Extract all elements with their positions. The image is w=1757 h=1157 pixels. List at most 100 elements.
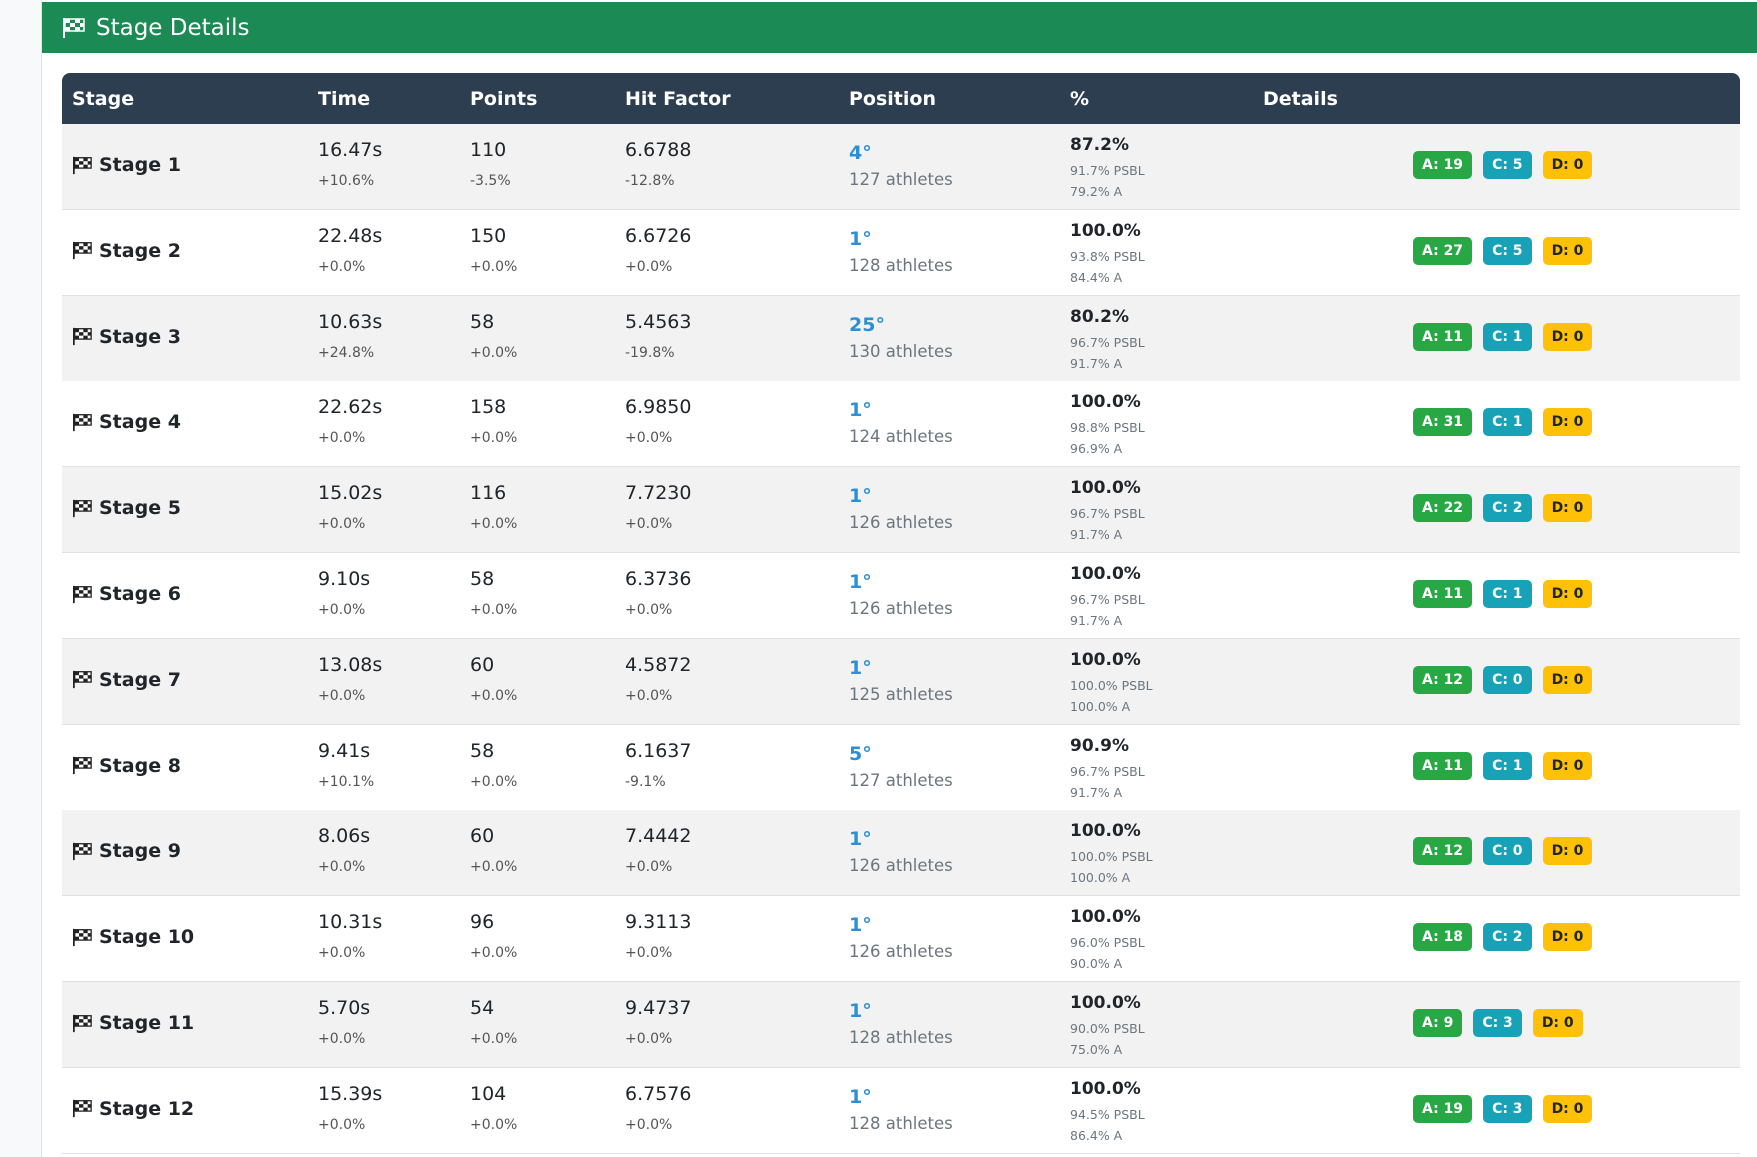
- position: 1°: [849, 828, 872, 851]
- position: 1°: [849, 571, 872, 593]
- d-hits-badge: D: 0: [1542, 923, 1593, 952]
- hit-factor-diff: +0.0%: [625, 687, 673, 704]
- percentage: 100.0%: [1070, 907, 1141, 928]
- hit-factor-value: 6.6726: [625, 224, 692, 247]
- points-diff: +0.0%: [470, 687, 518, 704]
- a-hits-badge: A: 19: [1413, 151, 1473, 179]
- stage-cell: Stage 1: [72, 154, 181, 176]
- table-row: Stage 2 22.48s +0.0% 150 +0.0% 6.6726 +0.0% 1° 1…: [62, 209, 1740, 296]
- flag-icon: [73, 413, 92, 432]
- points-value: 110: [470, 139, 507, 161]
- hit-factor-diff: +0.0%: [625, 945, 673, 962]
- stage-name: Stage 7: [99, 668, 181, 691]
- stage-name: Stage 12: [99, 1097, 195, 1120]
- table-row: Stage 4 22.62s +0.0% 158 +0.0% 6.9850 +0.0% 1° 1…: [62, 381, 1740, 468]
- time-value: 9.41s: [318, 739, 371, 762]
- column-header: Stage: [72, 88, 135, 110]
- position: 5°: [849, 742, 872, 765]
- percentage: 90.9%: [1070, 735, 1129, 756]
- flag-icon: [73, 1100, 92, 1118]
- flag-icon: [73, 499, 92, 517]
- athlete-count: 128 athletes: [849, 1113, 953, 1133]
- position: 1°: [849, 1085, 872, 1108]
- time-value: 9.10s: [318, 568, 371, 590]
- psbl-percentage: 96.7% PSBL: [1070, 506, 1145, 522]
- athlete-count: 127 athletes: [849, 770, 953, 790]
- stage-cell: Stage 6: [72, 583, 181, 605]
- hit-factor-value: 6.1637: [625, 739, 692, 762]
- a-percentage: 91.7% A: [1070, 527, 1123, 543]
- hit-factor-value: 9.3113: [625, 911, 692, 934]
- psbl-percentage: 96.7% PSBL: [1070, 334, 1145, 350]
- position: 1°: [849, 485, 872, 508]
- time-diff: +0.0%: [318, 859, 366, 876]
- points-value: 58: [470, 568, 495, 590]
- stage-name: Stage 4: [99, 411, 181, 434]
- hit-badges: A: 18 C: 2 D: 0: [1413, 923, 1603, 952]
- flag-icon: [73, 585, 92, 603]
- time-diff: +0.0%: [318, 602, 366, 618]
- time-diff: +0.0%: [318, 516, 366, 533]
- points-diff: +0.0%: [470, 859, 518, 876]
- hit-factor-diff: -9.1%: [625, 773, 666, 790]
- hit-factor-diff: +0.0%: [625, 430, 673, 447]
- stage-name: Stage 3: [99, 325, 181, 348]
- stage-table: Stage Time Points Hit Factor Position% Detail…: [62, 73, 1740, 1157]
- table-row: Stage 3 10.63s +24.8% 58 +0.0% 5.4563 -19.8% 25…: [62, 295, 1740, 382]
- time-value: 10.31s: [318, 911, 383, 934]
- d-hits-badge: D: 0: [1542, 494, 1593, 523]
- points-value: 150: [470, 224, 507, 247]
- psbl-percentage: 100.0% PSBL: [1070, 677, 1153, 693]
- hit-factor-value: 6.3736: [625, 568, 692, 590]
- time-diff: +0.0%: [318, 1116, 366, 1133]
- percentage: 100.0%: [1070, 478, 1141, 499]
- hit-factor-diff: +0.0%: [625, 859, 673, 876]
- a-hits-badge: A: 12: [1413, 837, 1473, 866]
- time-value: 22.48s: [318, 224, 383, 247]
- hit-factor-value: 5.4563: [625, 310, 692, 333]
- a-percentage: 75.0% A: [1070, 1042, 1123, 1057]
- stage-cell: Stage 4: [72, 411, 181, 433]
- time-diff: +24.8%: [318, 344, 375, 361]
- d-hits-badge: D: 0: [1542, 580, 1593, 608]
- points-diff: +0.0%: [470, 258, 518, 275]
- flag-icon: [73, 842, 92, 861]
- stage-cell: Stage 10: [72, 926, 194, 948]
- flag-icon: [63, 17, 85, 38]
- points-value: 104: [470, 1082, 507, 1105]
- a-percentage: 100.0% A: [1070, 870, 1131, 886]
- time-value: 15.39s: [318, 1082, 383, 1105]
- table-row: Stage 8 9.41s +10.1% 58 +0.0% 6.1637 -9.1% 5° 12…: [62, 724, 1740, 811]
- athlete-count: 128 athletes: [849, 255, 953, 275]
- d-hits-badge: D: 0: [1542, 837, 1593, 866]
- time-diff: +0.0%: [318, 430, 366, 447]
- stage-cell: Stage 3: [72, 326, 181, 348]
- a-hits-badge: A: 18: [1413, 923, 1473, 952]
- athlete-count: 124 athletes: [849, 427, 953, 447]
- stage-name: Stage 2: [99, 239, 181, 262]
- stage-name: Stage 9: [99, 840, 181, 863]
- c-hits-badge: C: 3: [1473, 1009, 1522, 1037]
- a-hits-badge: A: 27: [1413, 236, 1473, 265]
- points-diff: +0.0%: [470, 344, 518, 361]
- hit-badges: A: 31 C: 1 D: 0: [1413, 408, 1603, 437]
- hit-factor-value: 6.6788: [625, 139, 692, 161]
- stage-cell: Stage 11: [72, 1012, 194, 1034]
- hit-badges: A: 11 C: 1 D: 0: [1413, 580, 1603, 608]
- points-diff: +0.0%: [470, 1116, 518, 1133]
- points-value: 58: [470, 310, 495, 333]
- time-value: 13.08s: [318, 653, 383, 676]
- d-hits-badge: D: 0: [1542, 151, 1593, 179]
- position: 1°: [849, 914, 872, 937]
- time-diff: +0.0%: [318, 945, 366, 962]
- psbl-percentage: 91.7% PSBL: [1070, 163, 1145, 178]
- a-percentage: 96.9% A: [1070, 441, 1123, 457]
- psbl-percentage: 96.7% PSBL: [1070, 592, 1145, 607]
- a-percentage: 79.2% A: [1070, 184, 1123, 199]
- athlete-count: 125 athletes: [849, 684, 953, 704]
- flag-icon: [73, 242, 92, 260]
- hit-badges: A: 27 C: 5 D: 0: [1413, 236, 1603, 265]
- c-hits-badge: C: 1: [1483, 408, 1532, 437]
- flag-icon: [73, 928, 92, 946]
- percentage: 100.0%: [1070, 220, 1141, 241]
